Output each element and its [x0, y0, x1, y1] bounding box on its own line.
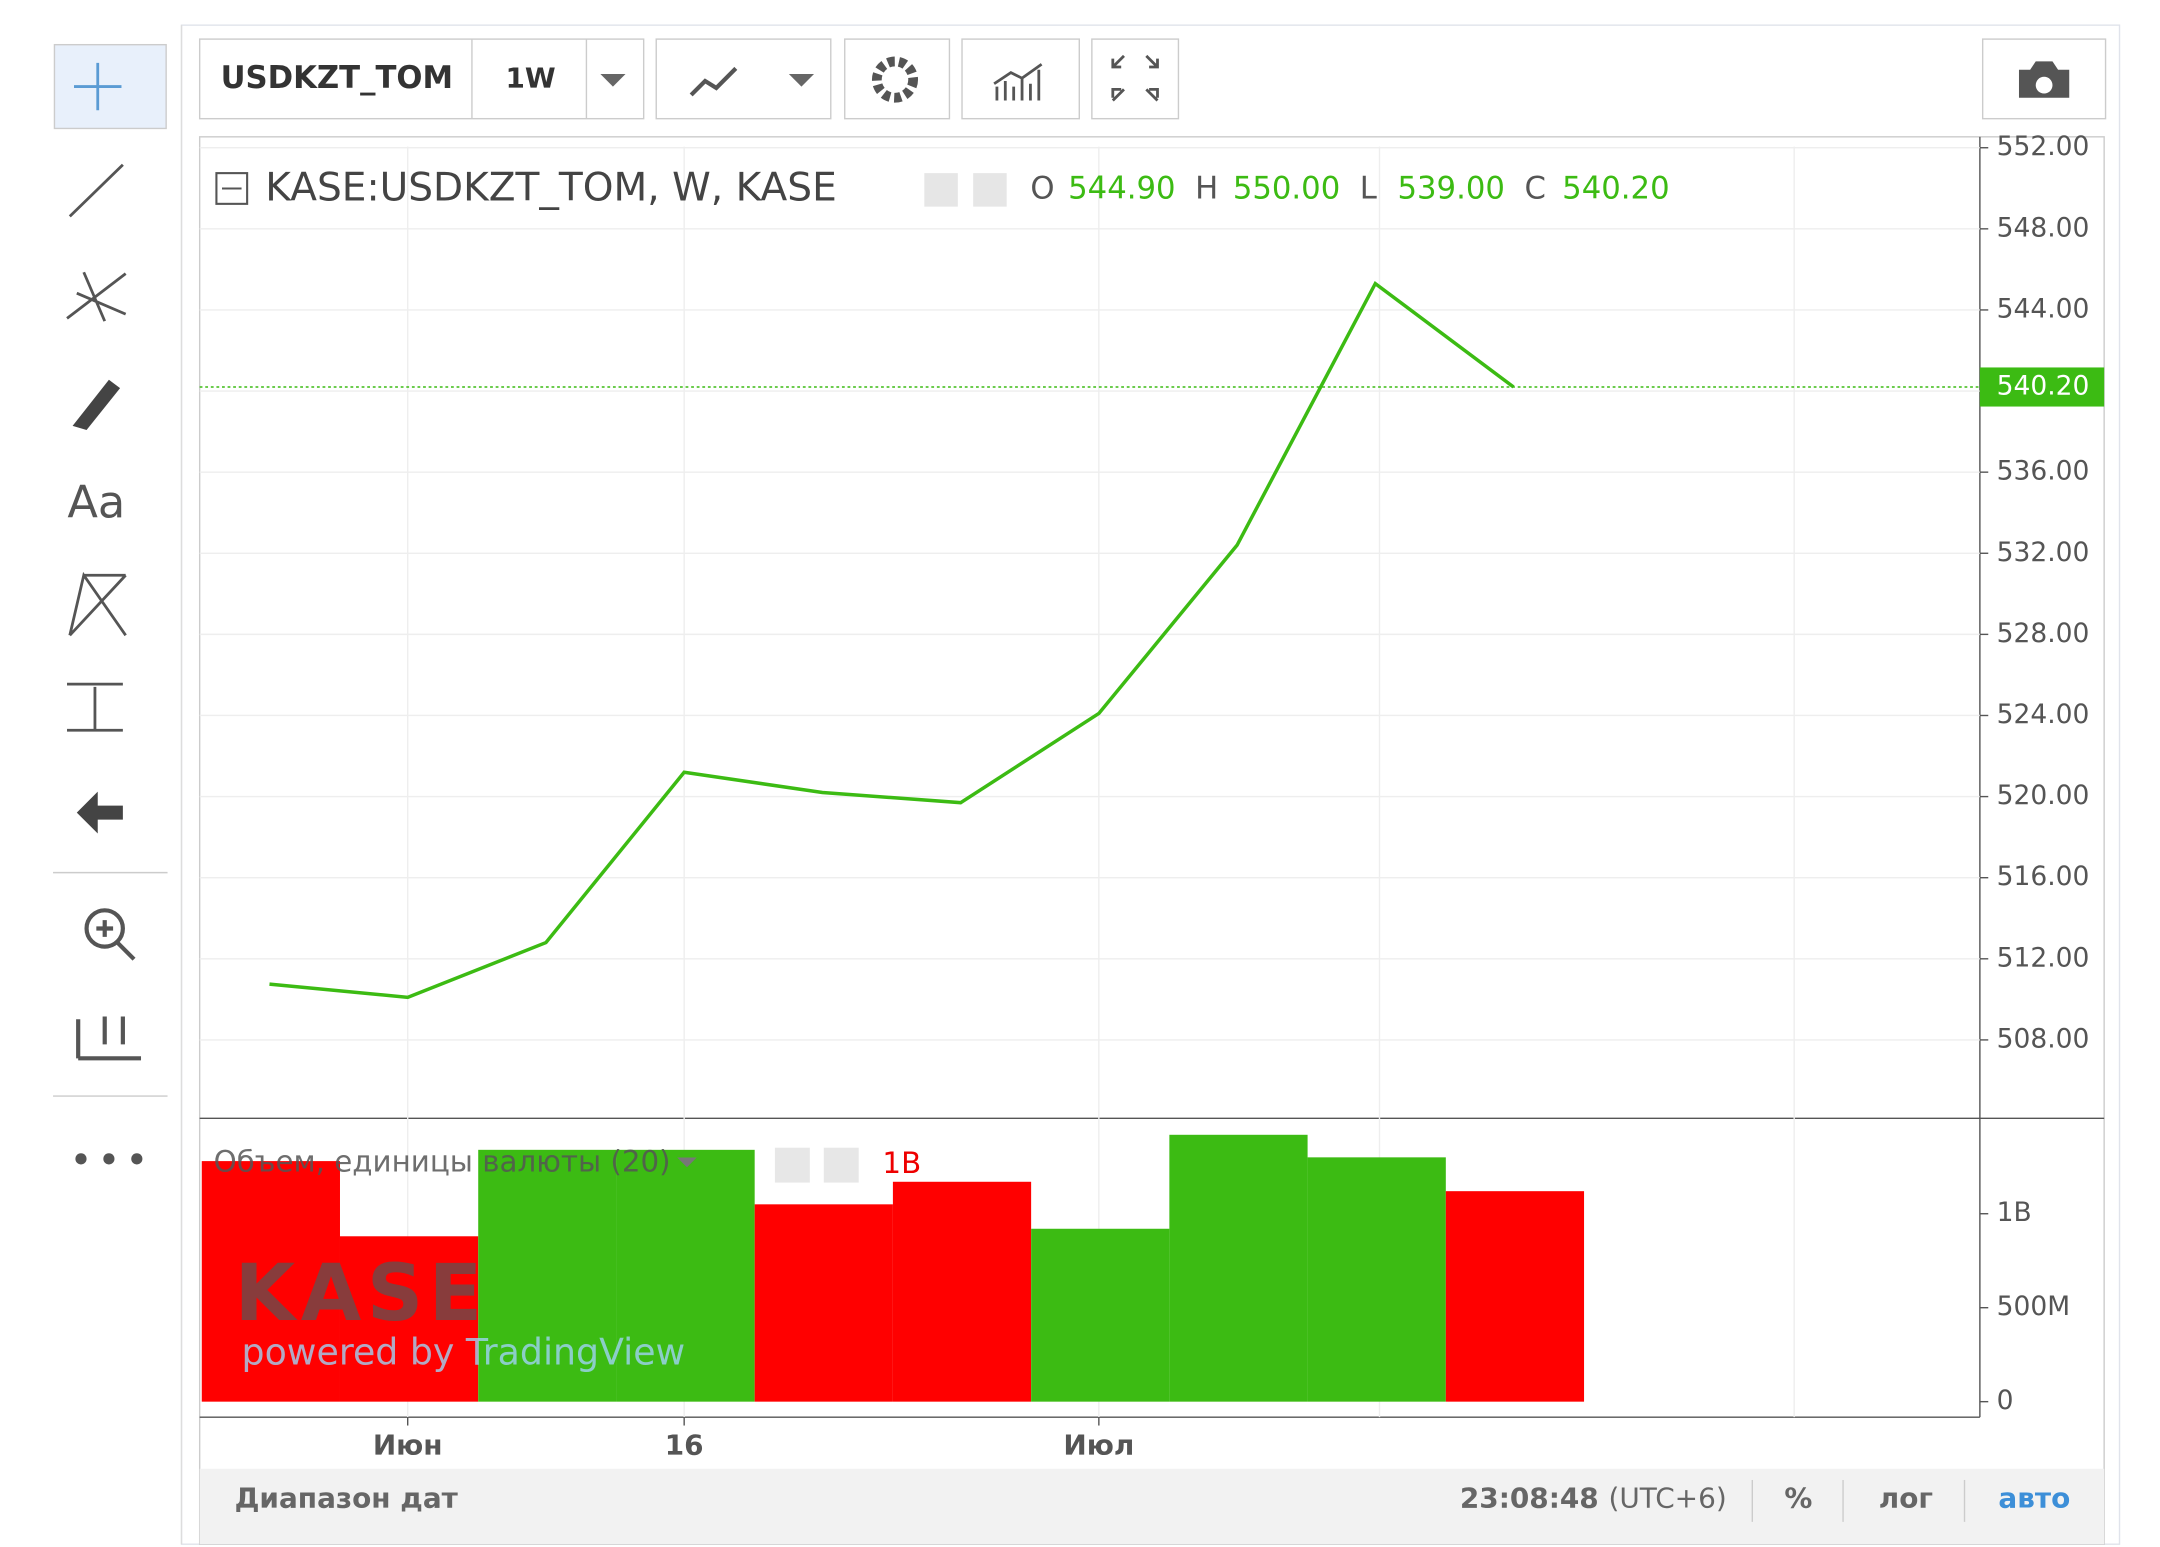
series-settings[interactable] — [973, 173, 1007, 207]
y-tick-label: 520.00 — [1997, 780, 2090, 811]
volume-bar — [1307, 1157, 1446, 1402]
visibility-button[interactable] — [924, 173, 958, 207]
x-tick-label: 16 — [665, 1428, 704, 1461]
symbol[interactable]: USDKZT_TOM — [221, 60, 453, 96]
auto-toggle[interactable]: авто — [1998, 1482, 2070, 1515]
volume-bar — [754, 1204, 893, 1402]
fullscreen-icon — [1111, 54, 1159, 102]
fib-tool[interactable] — [66, 271, 127, 322]
timezone[interactable]: (UTC+6) — [1608, 1482, 1726, 1515]
ohlc-value: 544.90 — [1068, 170, 1175, 206]
y-tick-label: 524.00 — [1997, 699, 2090, 730]
ohlc-name: C — [1524, 170, 1545, 206]
y-tick-label: 532.00 — [1997, 537, 2090, 568]
ohlc-name: L — [1360, 170, 1377, 206]
plot: 508.00 512.00 516.00 520.00 524.00 528.00 532.… — [199, 131, 2105, 1461]
y-tick-label: 508.00 — [1997, 1023, 2090, 1054]
study-close[interactable] — [823, 1147, 859, 1183]
trendline-tool[interactable] — [68, 163, 124, 218]
more-tools[interactable] — [75, 1153, 143, 1165]
volume-bar — [1169, 1134, 1308, 1402]
volume-bar — [1445, 1191, 1585, 1402]
interval[interactable]: 1W — [505, 62, 555, 95]
last-price-label: 540.20 — [1997, 370, 2090, 401]
y-tick-label: 516.00 — [1997, 861, 2090, 892]
study-dropdown — [677, 1157, 697, 1168]
y-tick-label: 548.00 — [1997, 212, 2090, 243]
price-line — [269, 280, 1515, 1000]
pattern-tool[interactable] — [68, 571, 127, 637]
last-price-box — [1979, 367, 2105, 407]
volume-bar — [616, 1149, 755, 1402]
y-tick-label: 552.00 — [1997, 131, 2090, 162]
y-tick-label: 500M — [1997, 1291, 2071, 1322]
ohlc-value: 539.00 — [1398, 170, 1505, 206]
clock: 23:08:48 — [1460, 1482, 1599, 1515]
chart-type-dropdown[interactable] — [788, 73, 815, 87]
settings-button[interactable] — [844, 38, 951, 120]
camera-lens — [2035, 76, 2053, 94]
footer — [199, 1468, 2105, 1545]
volume-bar — [892, 1181, 1032, 1402]
measure-tool[interactable] — [67, 682, 123, 732]
watermark-logo: KASE — [235, 1248, 488, 1339]
study-settings[interactable] — [774, 1147, 810, 1183]
fullscreen-button[interactable] — [1091, 38, 1180, 120]
text-tool[interactable]: Aa — [67, 476, 125, 528]
zoom-tool[interactable] — [84, 908, 125, 949]
ruler-tool[interactable] — [76, 1016, 142, 1061]
collapse-button[interactable] — [215, 172, 249, 205]
symbol-box[interactable] — [198, 38, 645, 120]
crosshair-icon — [74, 62, 122, 111]
y-tick-label: 544.00 — [1997, 293, 2090, 324]
volume-bar — [478, 1149, 617, 1402]
log-toggle[interactable]: лог — [1879, 1482, 1933, 1515]
ohlc-name: O — [1030, 170, 1054, 206]
ohlc-value: 540.20 — [1562, 170, 1669, 206]
date-range[interactable]: Диапазон дат — [235, 1482, 459, 1515]
ohlc-name: H — [1195, 170, 1218, 206]
volume-bar — [201, 1161, 340, 1402]
x-tick-label: Июн — [373, 1428, 443, 1461]
y-tick-label: 528.00 — [1997, 618, 2090, 649]
zoom-icon — [96, 920, 136, 961]
y-tick-label: 512.00 — [1997, 942, 2090, 973]
volume-bar — [339, 1236, 479, 1402]
study-title: Объем, единицы валюты (20) — [214, 1145, 671, 1179]
undo-tool[interactable] — [76, 791, 123, 834]
brush-tool[interactable] — [72, 379, 121, 431]
series-title: KASE:USDKZT_TOM, W, KASE — [265, 165, 836, 210]
indicators-icon — [993, 63, 1043, 101]
volume-bar — [1031, 1228, 1170, 1402]
ohlc-value: 550.00 — [1233, 170, 1340, 206]
interval-dropdown[interactable] — [600, 73, 626, 87]
study-value: 1B — [882, 1146, 921, 1180]
settings-icon — [871, 56, 919, 103]
y-tick-label: 536.00 — [1997, 456, 2090, 487]
y-tick-label: 1B — [1997, 1197, 2032, 1228]
snapshot-button[interactable] — [1981, 38, 2107, 120]
percent-toggle[interactable]: % — [1784, 1482, 1812, 1515]
watermark-caption: powered by TradingView — [242, 1330, 686, 1373]
y-tick-label: 0 — [1997, 1385, 2014, 1416]
x-tick-label: Июл — [1063, 1428, 1134, 1461]
chart-type-icon — [689, 66, 738, 97]
